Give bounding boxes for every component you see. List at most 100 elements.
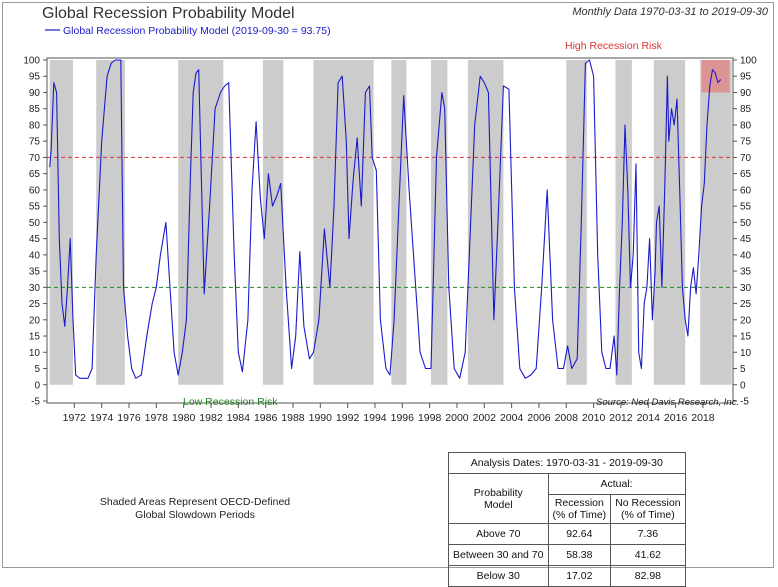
source-label: Source: Ned Davis Research, Inc. [596,397,739,408]
shaded-period [262,60,284,385]
y-tick-label-right: 55 [740,202,752,213]
y-tick-label: 20 [29,315,41,326]
table-row: Between 30 and 70 58.38 41.62 [448,544,686,566]
chart-svg: -505101520253035404550556065707580859095… [23,25,757,424]
y-tick-label-right: 80 [740,120,752,131]
y-tick-label: 90 [29,88,41,99]
y-tick-label: -5 [31,397,40,408]
y-tick-label: 40 [29,250,41,261]
col-header-no-recession: No Recession (% of Time) [610,494,686,524]
x-tick-label: 2018 [691,412,715,424]
y-tick-label-right: 5 [740,364,746,375]
y-tick-label: 60 [29,185,41,196]
axes [46,57,734,404]
x-tick-label: 1984 [227,412,251,424]
y-tick-label-right: 50 [740,218,752,229]
x-tick-label: 1980 [172,412,196,424]
y-tick-label-right: 100 [740,56,757,67]
table-row: Below 30 17.02 82.98 [448,565,686,587]
shaded-periods [49,60,732,385]
chart-title: Global Recession Probability Model [42,5,295,22]
y-tick-label: 45 [29,234,41,245]
y-tick-label: 75 [29,137,41,148]
y-tick-label-right: 20 [740,315,752,326]
actual-header: Actual: [547,473,686,495]
y-tick-label-right: 25 [740,299,752,310]
x-tick-label: 1974 [90,412,114,424]
x-tick-label: 2014 [637,412,661,424]
x-tick-label: 1972 [63,412,87,424]
y-tick-label-right: 90 [740,88,752,99]
y-tick-label: 55 [29,202,41,213]
y-tick-label: 95 [29,72,41,83]
y-tick-label-right: 35 [740,267,752,278]
table-row: Above 70 92.64 7.36 [448,523,686,545]
x-tick-label: 2016 [664,412,688,424]
y-tick-label-right: 65 [740,169,752,180]
x-tick-label: 1998 [418,412,442,424]
y-tick-label: 15 [29,332,41,343]
x-tick-label: 1986 [254,412,278,424]
y-tick-label-right: 0 [740,380,746,391]
y-tick-label-right: 30 [740,283,752,294]
x-tick-label: 1990 [309,412,333,424]
shaded-period [313,60,374,385]
y-tick-label-right: 45 [740,234,752,245]
x-tick-label: 1994 [363,412,387,424]
y-tick-label: 10 [29,348,41,359]
col-header-recession: Recession (% of Time) [547,494,612,524]
shaded-period [430,60,448,385]
x-tick-label: 2002 [473,412,497,424]
x-tick-label: 2010 [582,412,606,424]
shaded-period [653,60,686,385]
x-tick-label: 1988 [281,412,305,424]
analysis-table: Analysis Dates: 1970-03-31 - 2019-09-30 … [448,452,686,587]
chart-frame [2,2,774,568]
chart-subtitle: Monthly Data 1970-03-31 to 2019-09-30 [572,6,768,18]
y-tick-label-right: 60 [740,185,752,196]
y-tick-label-right: 15 [740,332,752,343]
y-tick-label: 80 [29,120,41,131]
y-tick-label: 5 [34,364,40,375]
probability-series [49,59,722,379]
x-tick-label: 1996 [391,412,415,424]
y-tick-label: 85 [29,104,41,115]
y-tick-label-right: 75 [740,137,752,148]
y-tick-label-right: 70 [740,153,752,164]
x-tick-label: 1982 [199,412,223,424]
y-tick-label: 70 [29,153,41,164]
x-tick-label: 2004 [500,412,524,424]
shaded-period [96,60,125,385]
x-tick-label: 2012 [609,412,633,424]
y-tick-label: 30 [29,283,41,294]
y-tick-label-right: 40 [740,250,752,261]
x-tick-label: 2000 [445,412,469,424]
low-risk-label: Low Recession Risk [183,396,278,408]
shaded-period [49,60,73,385]
shaded-period [178,60,224,385]
y-tick-label-right: 95 [740,72,752,83]
shaded-period [566,60,587,385]
x-axis-ticks: 1972 1974 1976 1978 1980 1982 1984 1986 1988 1990… [63,403,715,424]
y-tick-label: 100 [23,56,40,67]
col-header-model: Probability Model [448,473,549,524]
high-risk-label: High Recession Risk [565,40,663,52]
y-tick-label-right: -5 [740,397,749,408]
series-line [49,59,722,379]
y-tick-label-right: 85 [740,104,752,115]
legend-label: Global Recession Probability Model (2019… [63,25,331,37]
table-title: Analysis Dates: 1970-03-31 - 2019-09-30 [448,452,686,474]
x-tick-label: 2006 [527,412,551,424]
reference-lines [47,156,733,288]
y-tick-label: 0 [34,380,40,391]
x-tick-label: 1978 [145,412,169,424]
x-tick-label: 2008 [555,412,579,424]
y-tick-label: 35 [29,267,41,278]
x-tick-label: 1992 [336,412,360,424]
shading-note: Shaded Areas Represent OECD-Defined Glob… [99,496,291,521]
y-axis-left-ticks: -5 0 5 10 15 20 25 30 35 40 45 50 55 60 65 70 75 80 85 90 95… [23,56,47,408]
y-tick-label: 50 [29,218,41,229]
y-tick-label-right: 10 [740,348,752,359]
y-tick-label: 65 [29,169,41,180]
y-tick-label: 25 [29,299,41,310]
